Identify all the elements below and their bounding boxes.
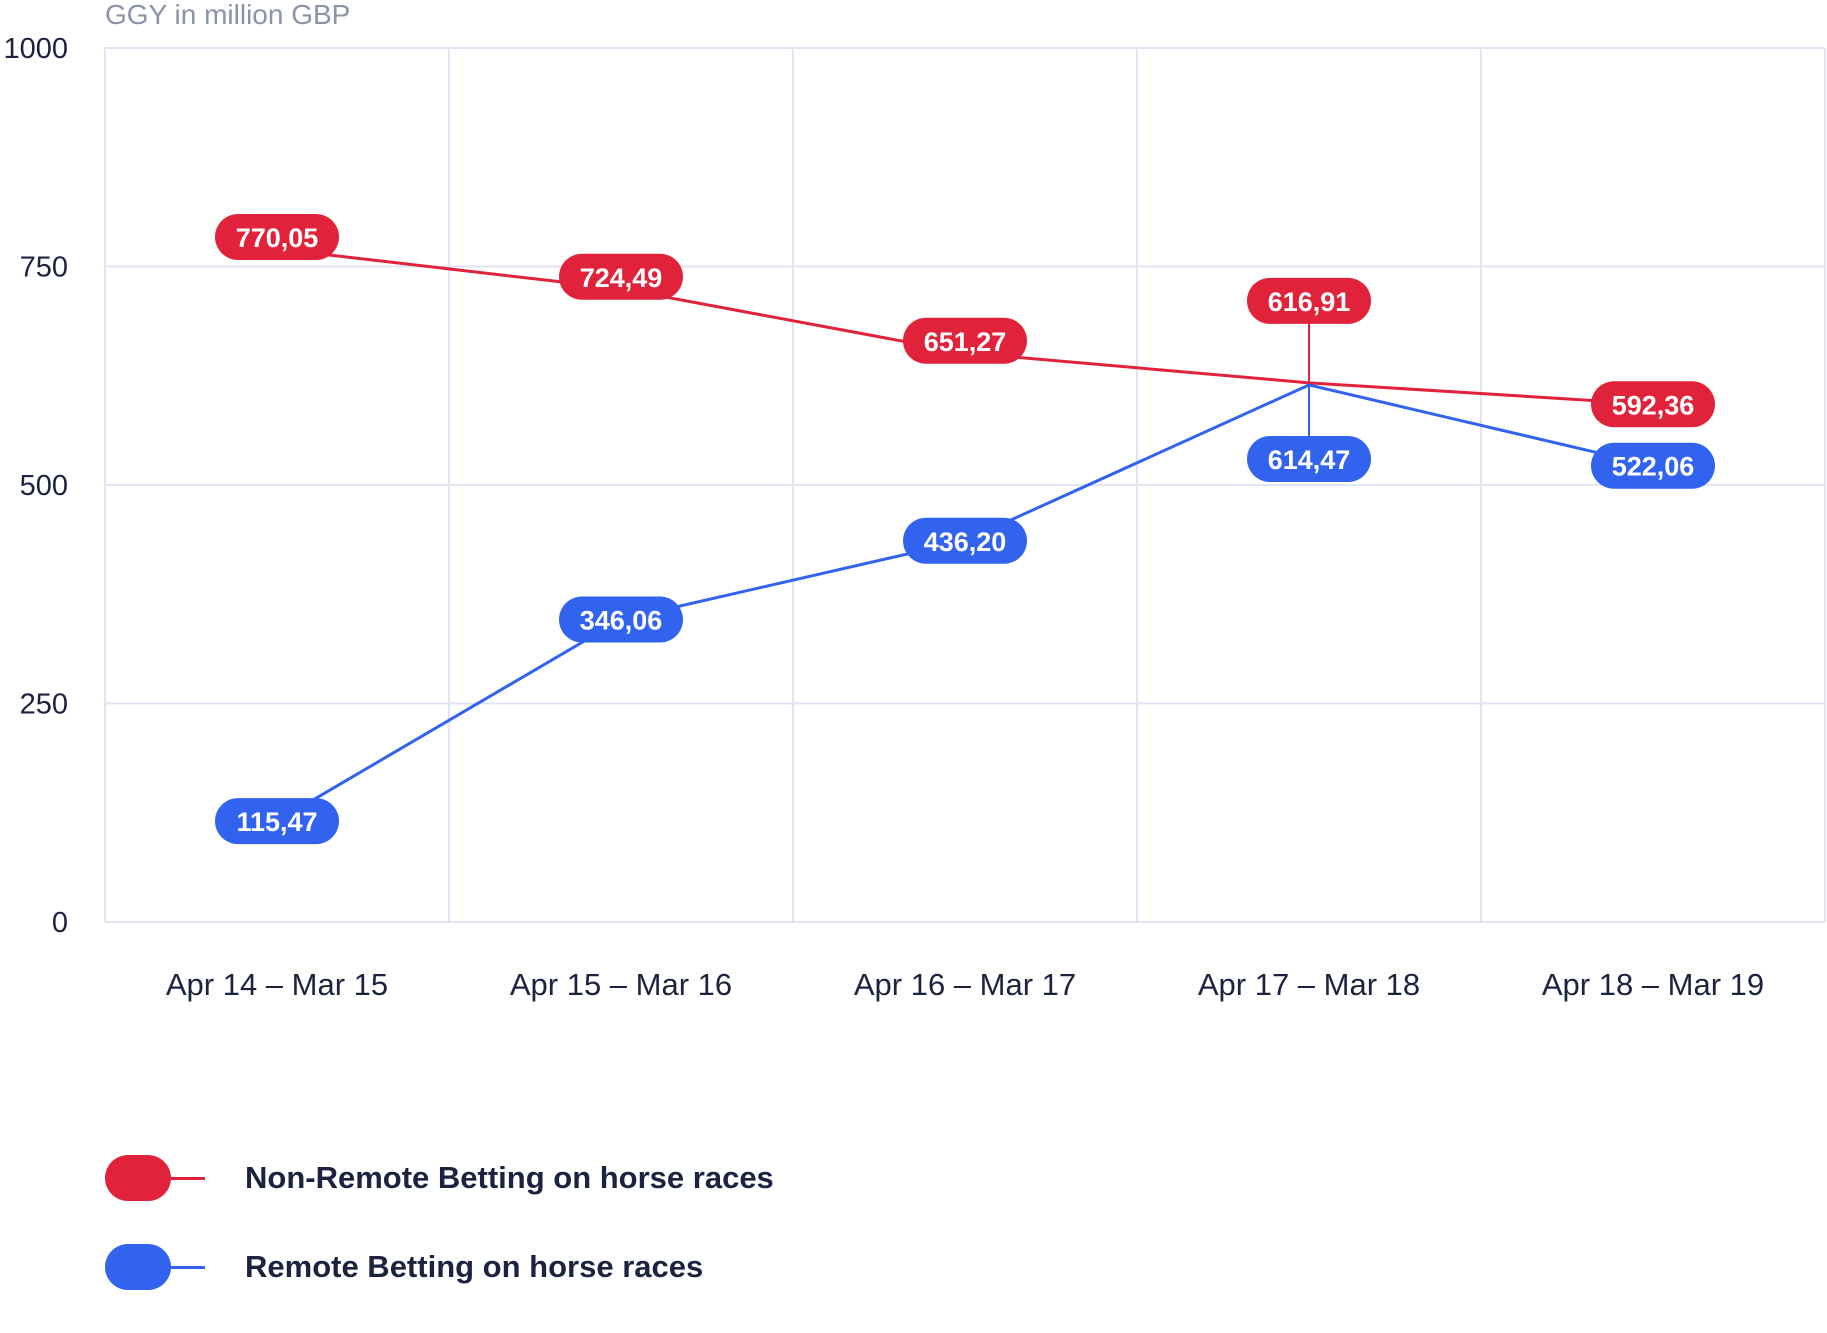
line-chart: GGY in million GBP 0 250 500 750 1000 Apr 14 … <box>3 0 1826 1002</box>
chart: GGY in million GBP 0 250 500 750 1000 Apr 14 … <box>3 0 1826 1290</box>
data-labels: 770,05 724,49 651,27 616,91 592,36 115,47 346,… <box>215 213 1715 845</box>
y-tick-label: 1000 <box>3 33 68 65</box>
legend-item-remote: Remote Betting on horse races <box>105 1244 774 1290</box>
data-label-pill <box>1247 277 1371 324</box>
y-tick-label: 750 <box>20 252 68 284</box>
data-label-pill <box>215 798 339 845</box>
data-label: 724,49 <box>580 263 663 293</box>
data-label: 115,47 <box>236 807 317 837</box>
y-axis-title: GGY in million GBP <box>105 0 350 30</box>
x-tick-label: Apr 18 – Mar 19 <box>1542 967 1764 1002</box>
data-label: 770,05 <box>236 223 319 253</box>
data-label: 436,20 <box>924 527 1007 557</box>
data-label-pill <box>215 213 339 260</box>
x-tick-label: Apr 15 – Mar 16 <box>510 967 732 1002</box>
y-tick-label: 250 <box>20 689 68 721</box>
legend-label-remote: Remote Betting on horse races <box>245 1249 704 1284</box>
data-label-pill <box>559 253 683 300</box>
x-tick-label: Apr 14 – Mar 15 <box>166 967 388 1002</box>
legend: Non-Remote Betting on horse races Remote… <box>105 1155 774 1333</box>
data-label-pill <box>1591 381 1715 428</box>
grid <box>104 47 1826 923</box>
data-label-pill <box>1247 435 1371 482</box>
x-tick-label: Apr 17 – Mar 18 <box>1198 967 1420 1002</box>
data-label: 346,06 <box>580 606 663 636</box>
axes: 0 250 500 750 1000 Apr 14 – Mar 15 Apr 15 – Ma… <box>3 33 1764 1002</box>
y-tick-label: 0 <box>52 907 68 939</box>
data-label: 592,36 <box>1612 390 1695 420</box>
data-label: 522,06 <box>1612 452 1695 482</box>
data-label-pill <box>903 317 1027 364</box>
y-tick-label: 500 <box>20 470 68 502</box>
data-label-pill <box>559 596 683 643</box>
legend-label-non-remote: Non-Remote Betting on horse races <box>245 1160 774 1195</box>
legend-item-non-remote: Non-Remote Betting on horse races <box>105 1155 774 1201</box>
legend-swatch-remote <box>105 1244 205 1290</box>
x-tick-label: Apr 16 – Mar 17 <box>854 967 1076 1002</box>
data-label: 651,27 <box>924 327 1007 357</box>
data-label: 614,47 <box>1268 445 1351 475</box>
data-label-pill <box>1591 442 1715 489</box>
series-line-1 <box>276 383 1654 823</box>
legend-swatch-non-remote <box>105 1155 205 1201</box>
data-label-pill <box>903 517 1027 564</box>
data-label: 616,91 <box>1268 287 1351 317</box>
